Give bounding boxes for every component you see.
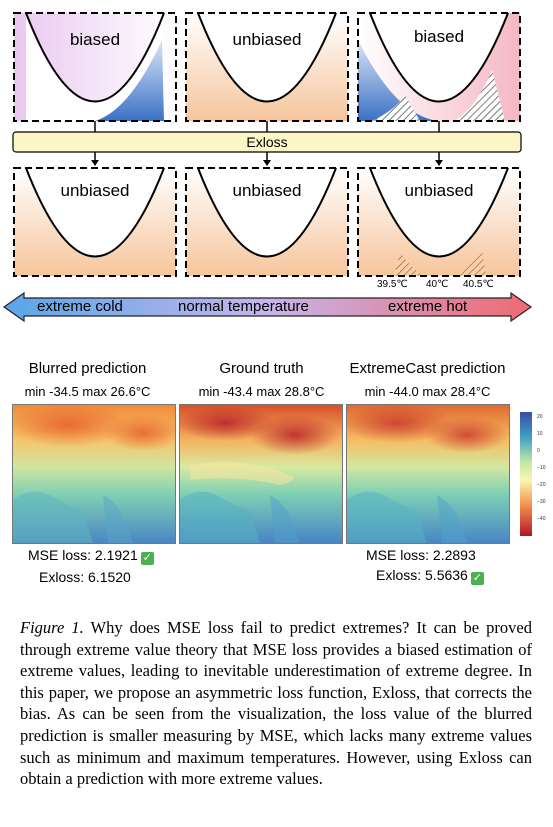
normal-temperature-label: normal temperature bbox=[178, 298, 309, 315]
exloss-label: Exloss bbox=[246, 134, 288, 150]
top-panel-2 bbox=[185, 12, 349, 122]
extreme-hot-label: extreme hot bbox=[388, 298, 468, 315]
top-label-1: biased bbox=[69, 30, 121, 49]
bottom-label-3: unbiased bbox=[404, 181, 474, 200]
temp-tick-2: 40℃ bbox=[426, 279, 449, 290]
bottom-panel-3 bbox=[357, 167, 521, 277]
caption-label: Figure 1. bbox=[20, 618, 84, 637]
right-mse-loss: MSE loss: 2.2893 bbox=[366, 547, 476, 563]
left-mse-loss-text: MSE loss: 2.1921 bbox=[28, 547, 138, 563]
temp-tick-1: 39.5℃ bbox=[377, 279, 408, 290]
colorbar-tick: 0 bbox=[537, 448, 540, 454]
extreme-cold-label: extreme cold bbox=[37, 298, 123, 315]
down-arrow-icon bbox=[91, 160, 99, 166]
map-subtitle-1: min -34.5 max 26.6°C bbox=[24, 384, 151, 399]
down-arrow-icon bbox=[263, 160, 271, 166]
check-icon: ✓ bbox=[140, 552, 154, 565]
colorbar-tick: −30 bbox=[537, 499, 546, 505]
bottom-label-1: unbiased bbox=[60, 181, 130, 200]
exloss-diagram bbox=[2, 12, 533, 323]
colorbar-tick: −20 bbox=[537, 482, 546, 488]
colorbar bbox=[520, 412, 532, 536]
bottom-panel-2 bbox=[185, 167, 349, 277]
top-panel-3 bbox=[357, 12, 521, 122]
top-label-2: unbiased bbox=[232, 30, 302, 49]
map-title-3: ExtremeCast prediction bbox=[349, 360, 506, 377]
colorbar-tick: 10 bbox=[537, 431, 543, 437]
colorbar-tick: 20 bbox=[537, 414, 543, 420]
blurred-prediction-map bbox=[12, 404, 176, 544]
down-arrow-icon bbox=[435, 160, 443, 166]
bottom-label-2: unbiased bbox=[232, 181, 302, 200]
colorbar-tick: −10 bbox=[537, 465, 546, 471]
map-subtitle-3: min -44.0 max 28.4°C bbox=[364, 384, 491, 399]
top-label-3: biased bbox=[413, 27, 465, 46]
check-icon: ✓ bbox=[470, 572, 484, 585]
map-subtitle-2: min -43.4 max 28.8°C bbox=[198, 384, 325, 399]
map-title-2: Ground truth bbox=[219, 360, 304, 377]
temperature-arrow bbox=[2, 291, 533, 323]
colorbar-tick: −40 bbox=[537, 516, 546, 522]
figure-caption: Figure 1. Why does MSE loss fail to pred… bbox=[20, 617, 532, 790]
ground-truth-map bbox=[179, 404, 343, 544]
extremecast-prediction-map bbox=[346, 404, 510, 544]
left-mse-loss: MSE loss: 2.1921 ✓ bbox=[28, 547, 154, 565]
left-exloss: Exloss: 6.1520 bbox=[39, 569, 131, 585]
right-exloss: Exloss: 5.5636 ✓ bbox=[376, 567, 484, 585]
temp-tick-3: 40.5℃ bbox=[463, 279, 494, 290]
caption-text: Why does MSE loss fail to predict extrem… bbox=[20, 618, 532, 789]
right-exloss-text: Exloss: 5.5636 bbox=[376, 567, 468, 583]
bottom-panel-1 bbox=[13, 167, 177, 277]
top-panel-1 bbox=[13, 12, 177, 122]
map-title-1: Blurred prediction bbox=[28, 360, 147, 377]
